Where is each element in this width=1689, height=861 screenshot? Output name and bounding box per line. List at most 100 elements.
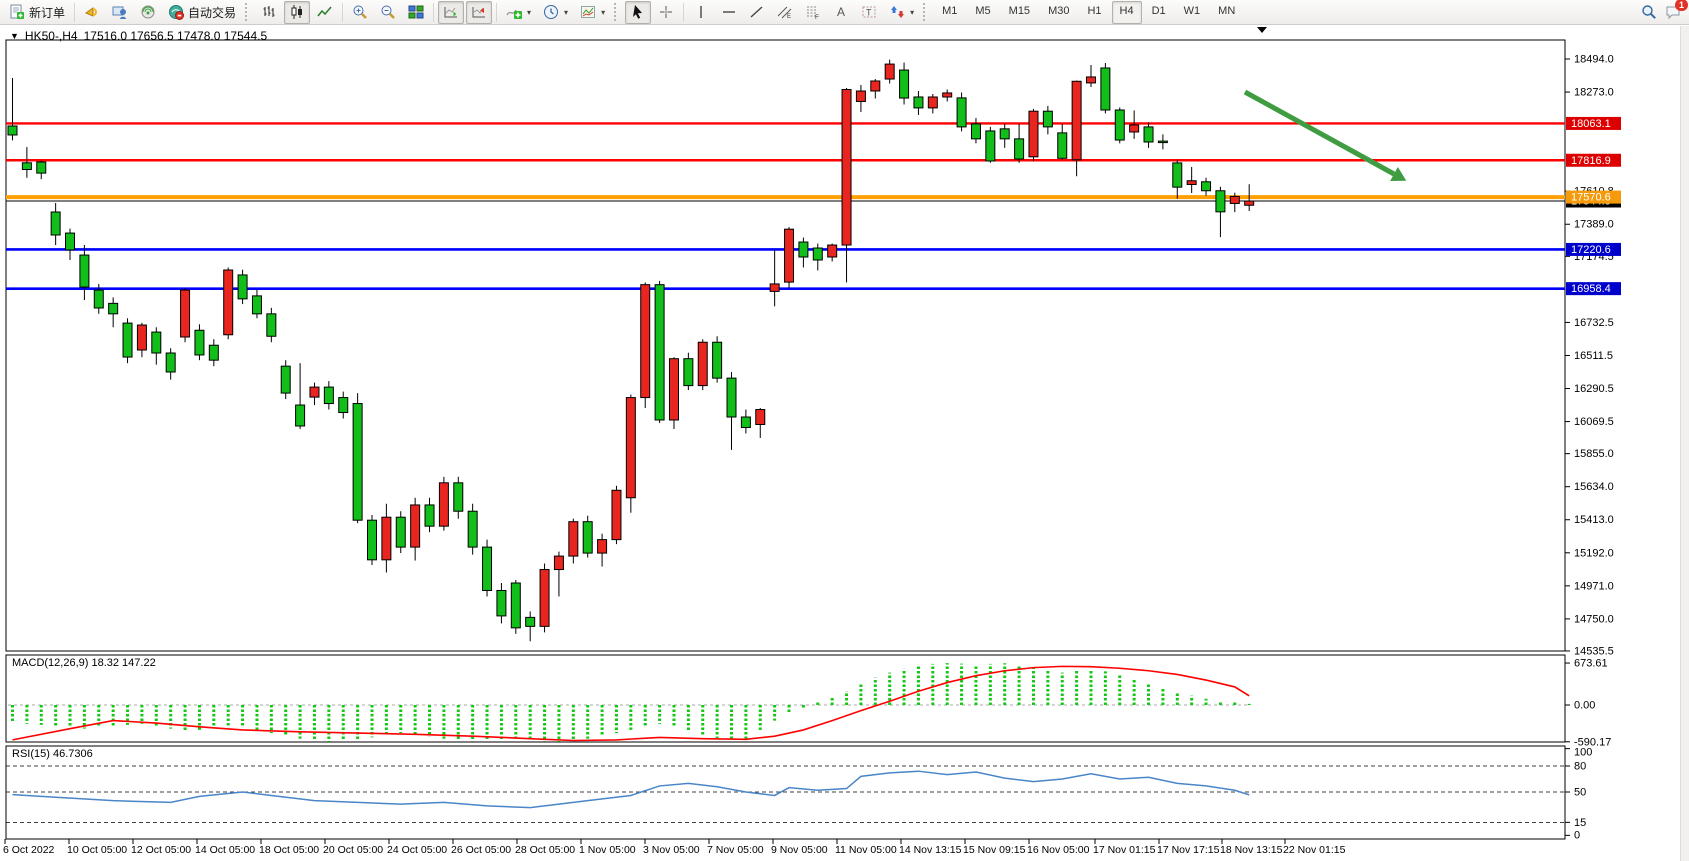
candle xyxy=(1229,192,1240,213)
macd-signal-line xyxy=(12,665,1250,742)
auto-scroll-button[interactable] xyxy=(438,0,465,24)
chart-menu-arrow-icon[interactable]: ▼ xyxy=(10,31,19,41)
candle xyxy=(208,339,219,367)
timeframe-mn-button[interactable]: MN xyxy=(1218,4,1236,17)
templates-button[interactable]: ▾ xyxy=(575,1,610,24)
new-order-button[interactable]: 新订单 xyxy=(4,1,70,24)
candle xyxy=(352,393,363,524)
candle xyxy=(1071,80,1082,177)
timeframe-d1-button[interactable]: D1 xyxy=(1151,4,1166,17)
toolbar: 新订单 自动交易 ▾ ▾ ▾ E F A T ▾ M1 M5 M15 M30 H1 H4 D1 W1 MN 1 xyxy=(0,0,1689,25)
autotrading-button[interactable]: 自动交易 xyxy=(163,1,241,24)
price-tick-label: 17389.0 xyxy=(1574,219,1614,231)
indicators-icon xyxy=(506,4,523,20)
line-chart-button[interactable] xyxy=(312,1,338,24)
candle xyxy=(726,372,737,450)
candle xyxy=(654,280,665,423)
data-window-button[interactable] xyxy=(107,1,133,24)
chart-symbol-period: HK50-,H4 xyxy=(24,29,78,43)
chart-shift-marker-icon[interactable] xyxy=(1257,27,1267,33)
timeframe-toolbar: M1 M5 M15 M30 H1 H4 D1 W1 MN xyxy=(933,0,1244,24)
candle xyxy=(223,267,234,340)
dropdown-arrow-icon[interactable]: ▾ xyxy=(527,7,532,17)
candle xyxy=(899,62,910,105)
candlestick-chart-button[interactable] xyxy=(284,0,311,24)
search-icon[interactable] xyxy=(1641,4,1657,20)
price-tick-label: 14971.0 xyxy=(1574,580,1614,592)
svg-text:T: T xyxy=(866,8,872,18)
zoom-in-button[interactable] xyxy=(347,1,373,24)
candle xyxy=(251,289,262,319)
equidistant-channel-button[interactable]: E xyxy=(772,1,798,24)
candle xyxy=(21,147,32,178)
textA-icon: A xyxy=(833,4,849,20)
signal-icon xyxy=(140,4,156,20)
time-tick-label: 12 Oct 05:00 xyxy=(131,844,191,856)
timeframe-h1-button[interactable]: H1 xyxy=(1087,4,1102,17)
candle xyxy=(65,228,76,260)
timeframe-m1-button[interactable]: M1 xyxy=(942,4,958,17)
timeframe-m30-button[interactable]: M30 xyxy=(1048,4,1070,17)
candle xyxy=(597,533,608,567)
candle xyxy=(108,297,119,328)
chat-badge: 1 xyxy=(1674,0,1688,11)
crosshair-button[interactable] xyxy=(653,1,679,24)
dropdown-arrow-icon[interactable]: ▾ xyxy=(564,7,569,17)
trendline-button[interactable] xyxy=(744,1,770,24)
new-order-button-label: 新订单 xyxy=(29,5,66,20)
horizontal-line-button[interactable] xyxy=(716,1,742,24)
shift-icon xyxy=(471,4,487,20)
main-plot-frame[interactable] xyxy=(5,39,1566,652)
time-tick-label: 18 Oct 05:00 xyxy=(259,844,319,856)
time-tick-label: 16 Nov 05:00 xyxy=(1027,844,1090,856)
signals-button[interactable] xyxy=(135,1,161,24)
periods-button[interactable]: ▾ xyxy=(538,1,573,24)
svg-text:18063.1: 18063.1 xyxy=(1571,118,1611,130)
timeframe-m5-button[interactable]: M5 xyxy=(975,4,991,17)
vertical-line-button[interactable] xyxy=(688,1,714,24)
toolbar-right: 1 xyxy=(1641,0,1688,20)
candle xyxy=(697,339,708,391)
new-order-icon xyxy=(9,4,25,20)
dropdown-arrow-icon[interactable]: ▾ xyxy=(910,7,915,17)
price-tick-label: 18494.0 xyxy=(1574,54,1614,66)
rsi-panel[interactable] xyxy=(5,745,1566,840)
cursor-button[interactable] xyxy=(625,0,652,24)
macd-panel[interactable] xyxy=(5,654,1566,743)
toolbar-grip xyxy=(614,3,619,21)
indicators-button[interactable]: ▾ xyxy=(501,1,536,24)
zoom-out-button[interactable] xyxy=(375,1,401,24)
tile-windows-button[interactable] xyxy=(403,1,429,24)
fibonacci-button[interactable]: F xyxy=(800,1,826,24)
svg-text:E: E xyxy=(787,14,791,20)
candle xyxy=(884,59,895,84)
trend-arrow[interactable] xyxy=(1243,89,1407,182)
candle xyxy=(266,307,277,343)
chat-icon[interactable]: 1 xyxy=(1665,0,1688,20)
toolbar-grip xyxy=(245,3,250,21)
terminal-icon xyxy=(112,4,128,20)
chart-shift-button[interactable] xyxy=(466,0,493,24)
candle xyxy=(410,497,421,561)
candle xyxy=(1215,186,1226,238)
dropdown-arrow-icon[interactable]: ▾ xyxy=(601,7,606,17)
timeframe-m15-button[interactable]: M15 xyxy=(1008,4,1031,17)
text-button[interactable]: A xyxy=(828,1,854,24)
time-tick-label: 1 Nov 05:00 xyxy=(579,844,636,856)
text-label-button[interactable]: T xyxy=(856,1,882,24)
time-tick-label: 17 Nov 17:15 xyxy=(1157,844,1220,856)
time-tick-label: 7 Nov 05:00 xyxy=(707,844,764,856)
hline-icon xyxy=(721,4,737,20)
time-tick-label: 10 Oct 05:00 xyxy=(67,844,127,856)
bars-icon xyxy=(261,4,277,20)
alerts-button[interactable] xyxy=(79,1,105,24)
toolbar-separator xyxy=(683,2,685,22)
timeframe-h4-button[interactable]: H4 xyxy=(1111,0,1142,24)
bar-chart-button[interactable] xyxy=(256,1,282,24)
linechart-icon xyxy=(317,4,333,20)
arrows-button[interactable]: ▾ xyxy=(884,1,919,24)
time-tick-label: 22 Nov 01:15 xyxy=(1283,844,1346,856)
timeframe-w1-button[interactable]: W1 xyxy=(1183,4,1201,17)
